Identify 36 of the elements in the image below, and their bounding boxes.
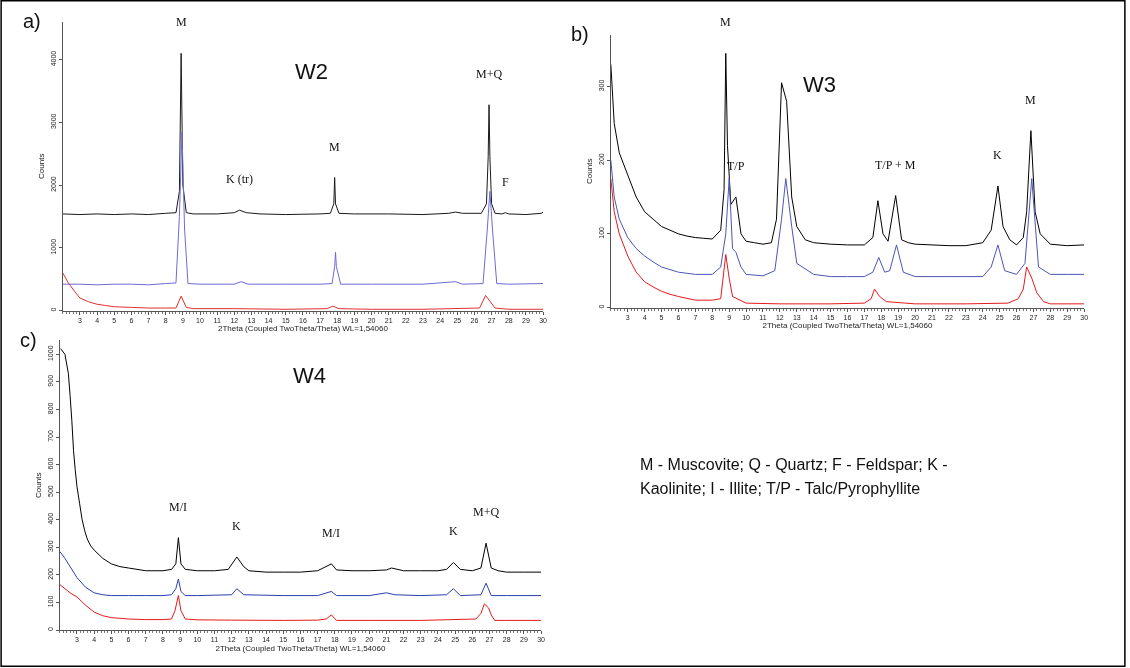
line-series bbox=[62, 131, 544, 286]
y-axis-title: Counts bbox=[33, 472, 43, 498]
text: b) bbox=[571, 23, 589, 45]
line-series bbox=[610, 159, 1085, 278]
x-axis-title: 2Theta (Coupled TwoTheta/Theta) WL=1,54060 bbox=[762, 321, 934, 331]
annotation: M bbox=[1025, 93, 1036, 107]
annotation: K bbox=[993, 148, 1002, 162]
text: a) bbox=[23, 10, 41, 32]
annotation: M/I bbox=[322, 526, 340, 540]
text: M - Muscovite; Q - Quartz; F - Feldspar; K - bbox=[640, 456, 948, 473]
x-axis-title: 2Theta (Coupled TwoTheta/Theta) WL=1,54060 bbox=[215, 643, 386, 653]
text: Kaolinite; I - Illite; T/P - Talc/Pyrophyllite bbox=[640, 480, 921, 497]
annotation: M bbox=[329, 140, 340, 154]
annotation: K bbox=[232, 519, 241, 533]
annotation: F bbox=[502, 175, 509, 189]
line-series bbox=[62, 52, 544, 216]
text: W3 bbox=[803, 72, 836, 97]
annotation: K bbox=[449, 524, 458, 538]
annotation: M+Q bbox=[476, 67, 503, 81]
x-axis-title: 2Theta (Coupled TwoTheta/Theta) WL=1,54060 bbox=[217, 324, 389, 334]
text: W2 bbox=[295, 59, 328, 84]
line-series bbox=[610, 52, 1085, 247]
y-axis-title: Counts bbox=[584, 158, 594, 184]
text: c) bbox=[20, 329, 37, 351]
line-series bbox=[59, 584, 542, 621]
annotation: T/P + M bbox=[875, 158, 916, 172]
y-axis-title: Counts bbox=[36, 153, 46, 179]
line-series bbox=[59, 550, 542, 597]
annotation: M/I bbox=[169, 500, 187, 514]
annotation: M+Q bbox=[473, 505, 500, 519]
annotation: M bbox=[176, 15, 187, 29]
line-series bbox=[610, 178, 1085, 305]
annotation: M bbox=[720, 15, 731, 29]
annotation: K (tr) bbox=[226, 172, 253, 186]
line-series bbox=[60, 348, 542, 573]
text: W4 bbox=[293, 363, 326, 388]
